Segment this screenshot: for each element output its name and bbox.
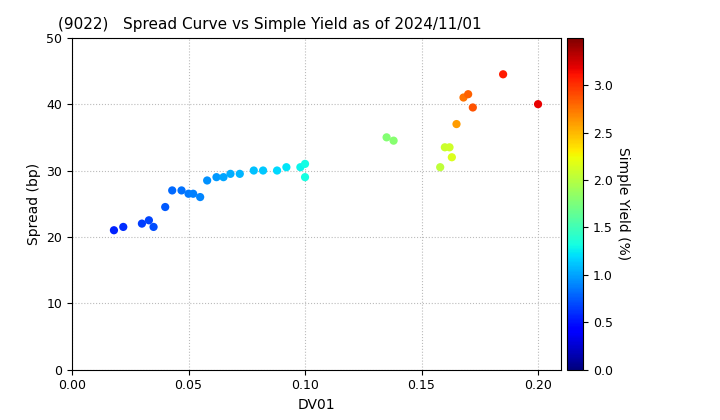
Point xyxy=(183,190,194,197)
Text: (9022)   Spread Curve vs Simple Yield as of 2024/11/01: (9022) Spread Curve vs Simple Yield as o… xyxy=(58,17,481,32)
Point xyxy=(159,204,171,210)
Point xyxy=(446,154,458,160)
Point xyxy=(271,167,283,174)
Point xyxy=(136,220,148,227)
Point xyxy=(166,187,178,194)
Point xyxy=(148,223,159,230)
Point xyxy=(532,101,544,108)
Point xyxy=(194,194,206,200)
Point xyxy=(257,167,269,174)
Point xyxy=(434,164,446,171)
Point xyxy=(388,137,400,144)
Point xyxy=(187,190,199,197)
Point xyxy=(451,121,462,127)
Point xyxy=(294,164,306,171)
Point xyxy=(300,160,311,167)
Point xyxy=(498,71,509,78)
Point xyxy=(300,174,311,181)
Point xyxy=(217,174,229,181)
Point xyxy=(381,134,392,141)
Point xyxy=(108,227,120,234)
Point xyxy=(248,167,259,174)
Point xyxy=(225,171,236,177)
Point xyxy=(458,94,469,101)
Point xyxy=(467,104,479,111)
Point xyxy=(176,187,187,194)
Y-axis label: Simple Yield (%): Simple Yield (%) xyxy=(616,147,629,260)
Point xyxy=(143,217,155,223)
Point xyxy=(202,177,213,184)
Point xyxy=(439,144,451,151)
Point xyxy=(281,164,292,171)
Point xyxy=(444,144,455,151)
Point xyxy=(117,223,129,230)
Point xyxy=(211,174,222,181)
X-axis label: DV01: DV01 xyxy=(298,398,336,412)
Point xyxy=(462,91,474,97)
Point xyxy=(234,171,246,177)
Y-axis label: Spread (bp): Spread (bp) xyxy=(27,163,41,245)
